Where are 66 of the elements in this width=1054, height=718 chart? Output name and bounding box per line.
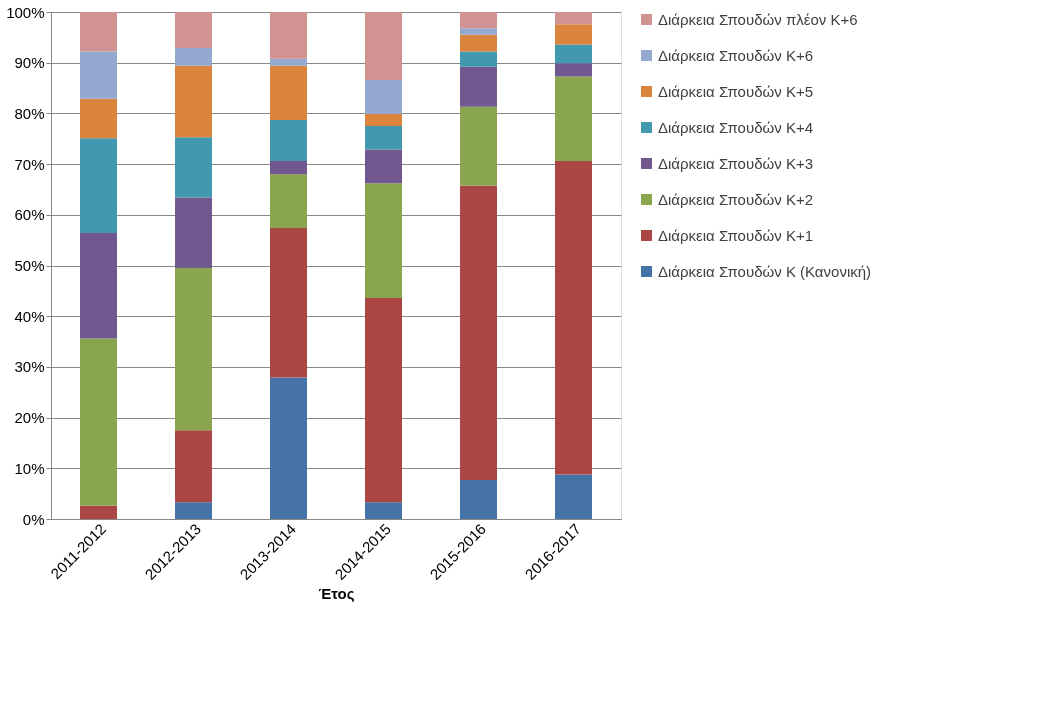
bar xyxy=(270,227,307,378)
bar xyxy=(365,126,402,150)
bar xyxy=(80,138,117,234)
legend-label: Διάρκεια Σπουδών πλέον Κ+6 xyxy=(658,10,858,28)
bar xyxy=(270,58,307,66)
legend-label: Διάρκεια Σπουδών Κ+1 xyxy=(658,226,813,244)
bar xyxy=(460,34,497,52)
bar xyxy=(270,174,307,228)
bar xyxy=(175,65,212,138)
y-tick-label: 50% xyxy=(14,257,45,274)
bar xyxy=(80,505,117,519)
y-tick-label: 90% xyxy=(14,54,45,72)
bar xyxy=(555,161,592,475)
bar xyxy=(80,51,117,99)
bar xyxy=(175,48,212,66)
bar xyxy=(175,137,212,198)
bar xyxy=(270,161,307,175)
bar xyxy=(460,185,497,480)
legend-label: Διάρκεια Σπουδών Κ+3 xyxy=(658,154,813,172)
bar xyxy=(555,474,592,519)
bar xyxy=(80,12,117,52)
legend-label: Διάρκεια Σπουδών Κ+2 xyxy=(658,190,813,208)
y-tick-label: 70% xyxy=(14,155,45,173)
bar xyxy=(270,377,307,519)
bar xyxy=(365,113,402,127)
bar xyxy=(365,502,402,519)
y-tick-label: 20% xyxy=(14,409,45,427)
y-tick-label: 80% xyxy=(14,104,45,122)
bar xyxy=(270,12,307,59)
y-tick-label: 100% xyxy=(6,3,45,21)
y-tick-label: 0% xyxy=(22,510,45,528)
legend-label: Διάρκεια Σπουδών Κ+4 xyxy=(658,118,813,136)
bar xyxy=(555,24,592,45)
bar xyxy=(175,12,212,48)
bar xyxy=(175,430,212,503)
bar xyxy=(80,98,117,139)
y-tick-label: 40% xyxy=(14,307,45,325)
bar xyxy=(365,149,402,184)
bar xyxy=(365,297,402,503)
bar xyxy=(175,268,212,431)
y-tick-label: 10% xyxy=(14,459,45,477)
bar xyxy=(80,338,117,506)
x-axis-title: Έτος xyxy=(318,584,355,602)
legend-label: Διάρκεια Σπουδών Κ+5 xyxy=(658,82,813,100)
bar xyxy=(460,66,497,107)
bar xyxy=(460,28,497,35)
bar xyxy=(555,44,592,64)
bar xyxy=(175,197,212,269)
y-tick-label: 30% xyxy=(14,358,45,376)
bar xyxy=(175,502,212,519)
bar xyxy=(270,65,307,120)
legend-label: Διάρκεια Σπουδών Κ+6 xyxy=(658,46,813,64)
bar xyxy=(365,183,402,298)
bar xyxy=(460,51,497,67)
bar xyxy=(555,12,592,25)
bar xyxy=(460,479,497,519)
bar xyxy=(460,12,497,29)
y-tick-label: 60% xyxy=(14,206,45,224)
bar xyxy=(270,119,307,162)
bar xyxy=(365,79,402,114)
bar xyxy=(80,233,117,339)
legend-label: Διάρκεια Σπουδών Κ (Κανονική) xyxy=(658,262,872,280)
bar xyxy=(460,106,497,186)
bar xyxy=(555,76,592,162)
bar xyxy=(365,12,402,80)
bar xyxy=(555,63,592,77)
